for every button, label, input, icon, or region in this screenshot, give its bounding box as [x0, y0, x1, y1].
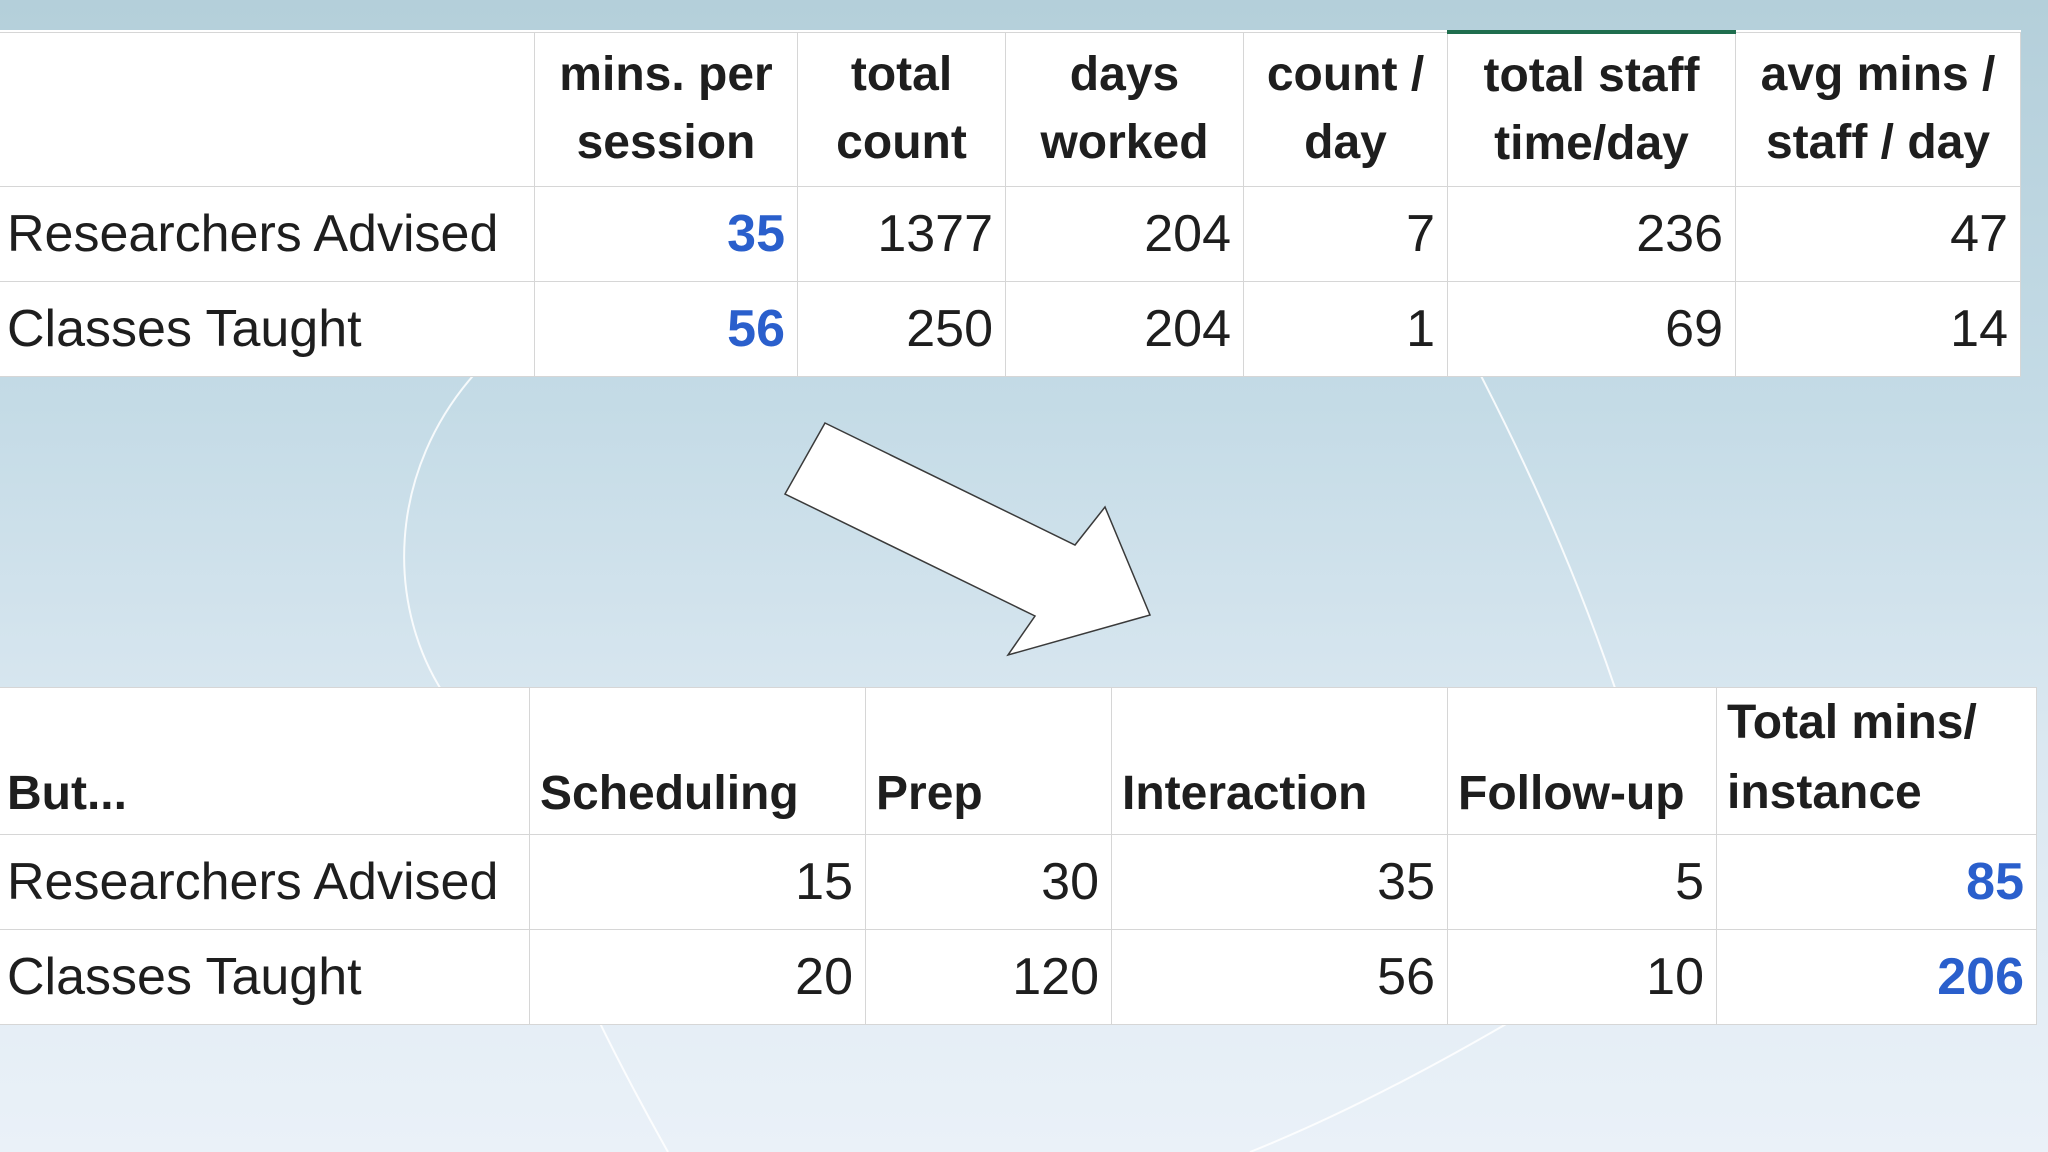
mins-per-session-cell[interactable]: 35	[534, 186, 798, 282]
header-prep[interactable]: Prep	[865, 687, 1112, 835]
scheduling-cell[interactable]: 15	[529, 834, 866, 930]
count-per-day-cell[interactable]: 7	[1243, 186, 1448, 282]
header-days-worked[interactable]: days worked	[1005, 31, 1244, 187]
prep-cell[interactable]: 30	[865, 834, 1112, 930]
days-worked-cell[interactable]: 204	[1005, 186, 1244, 282]
row-label[interactable]: Researchers Advised	[0, 834, 530, 930]
total-count-cell[interactable]: 1377	[797, 186, 1006, 282]
prep-cell[interactable]: 120	[865, 929, 1112, 1025]
header-total-mins-instance[interactable]: Total mins/instance	[1716, 687, 2037, 835]
total-staff-time-cell[interactable]: 236	[1447, 186, 1736, 282]
total-mins-cell[interactable]: 206	[1716, 929, 2037, 1025]
row-label[interactable]: Classes Taught	[0, 281, 535, 377]
total-mins-cell[interactable]: 85	[1716, 834, 2037, 930]
interaction-cell[interactable]: 35	[1111, 834, 1448, 930]
interaction-cell[interactable]: 56	[1111, 929, 1448, 1025]
table-header-row: But... Scheduling Prep Interaction Follo…	[0, 687, 2037, 835]
header-count-per-day[interactable]: count / day	[1243, 31, 1448, 187]
scheduling-cell[interactable]: 20	[529, 929, 866, 1025]
header-interaction[interactable]: Interaction	[1111, 687, 1448, 835]
total-staff-time-cell[interactable]: 69	[1447, 281, 1736, 377]
avg-mins-cell[interactable]: 47	[1735, 186, 2021, 282]
header-mins-per-session[interactable]: mins. per session	[534, 31, 798, 187]
header-scheduling[interactable]: Scheduling	[529, 687, 866, 835]
header-total-count[interactable]: total count	[797, 31, 1006, 187]
header-total-staff-time[interactable]: total staff time/day	[1447, 30, 1736, 187]
mins-per-session-cell[interactable]: 56	[534, 281, 798, 377]
header-avg-mins[interactable]: avg mins / staff / day	[1735, 31, 2021, 187]
down-right-arrow-icon	[783, 422, 1152, 657]
total-count-cell[interactable]: 250	[797, 281, 1006, 377]
row-label[interactable]: Researchers Advised	[0, 186, 535, 282]
header-but[interactable]: But...	[0, 687, 530, 835]
time-breakdown-table: But... Scheduling Prep Interaction Follo…	[0, 687, 2037, 1025]
table-header-row: mins. per session total count days worked c…	[0, 30, 2021, 187]
table-row: Researchers Advised 15 30 35 5 85	[0, 834, 2037, 930]
row-label[interactable]: Classes Taught	[0, 929, 530, 1025]
header-follow-up[interactable]: Follow-up	[1447, 687, 1717, 835]
table-row: Classes Taught 56 250 204 1 69 14	[0, 281, 2021, 377]
table-row: Classes Taught 20 120 56 10 206	[0, 929, 2037, 1025]
header-cell-label[interactable]	[0, 31, 535, 187]
days-worked-cell[interactable]: 204	[1005, 281, 1244, 377]
avg-mins-cell[interactable]: 14	[1735, 281, 2021, 377]
count-per-day-cell[interactable]: 1	[1243, 281, 1448, 377]
summary-table: mins. per session total count days worked c…	[0, 30, 2021, 377]
follow-up-cell[interactable]: 10	[1447, 929, 1717, 1025]
table-row: Researchers Advised 35 1377 204 7 236 47	[0, 186, 2021, 282]
follow-up-cell[interactable]: 5	[1447, 834, 1717, 930]
